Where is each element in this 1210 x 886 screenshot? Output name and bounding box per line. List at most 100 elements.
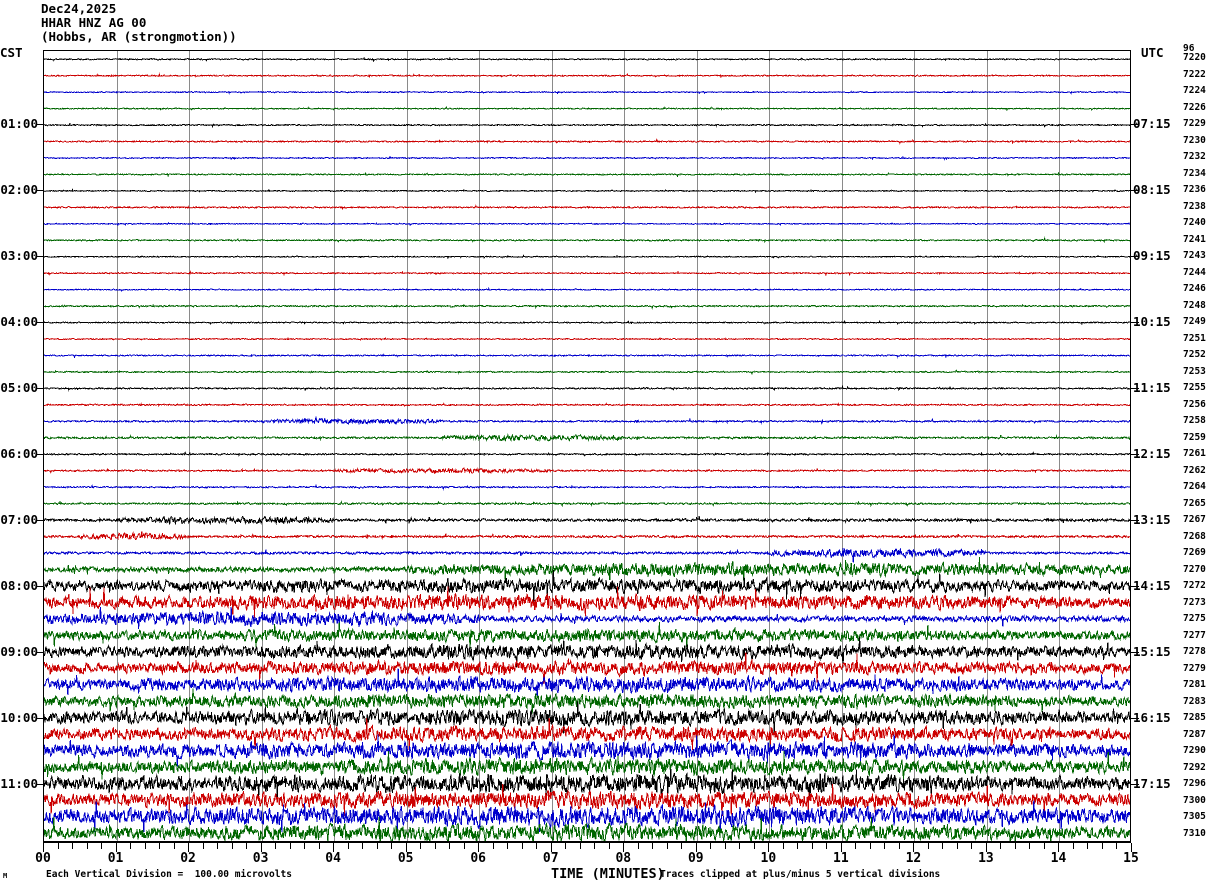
x-axis-minor-tick (536, 843, 537, 849)
seismic-trace (44, 319, 1130, 326)
seismic-trace (44, 467, 1130, 475)
scale-number: 7258 (1183, 415, 1206, 427)
x-axis-tick-label: 03 (252, 851, 269, 866)
seismic-trace (44, 433, 1130, 443)
header-station: HHAR HNZ AG 00 (41, 15, 147, 30)
left-time-label: 01:00 (0, 116, 38, 132)
x-axis-minor-tick (971, 843, 972, 849)
seismic-trace (44, 89, 1130, 95)
x-axis-minor-tick (580, 843, 581, 849)
seismic-trace (44, 451, 1130, 457)
left-axis-tick (36, 586, 44, 587)
scale-number: 7268 (1183, 530, 1206, 542)
x-axis-major-tick (696, 843, 697, 852)
x-axis-major-tick (841, 843, 842, 852)
left-axis-tick (36, 322, 44, 323)
scale-number: 7232 (1183, 151, 1206, 163)
x-axis-minor-tick (609, 843, 610, 849)
x-axis-minor-tick (203, 843, 204, 849)
seismic-trace (44, 483, 1130, 491)
seismic-trace (44, 751, 1130, 783)
scale-number: 7300 (1183, 794, 1206, 806)
scale-number: 7255 (1183, 382, 1206, 394)
x-axis-title: TIME (MINUTES) (551, 866, 665, 882)
x-axis-minor-tick (1015, 843, 1016, 849)
right-axis-tick (1131, 454, 1139, 455)
x-axis-minor-tick (507, 843, 508, 849)
x-axis-minor-tick (928, 843, 929, 849)
x-axis-minor-tick (348, 843, 349, 849)
scale-number: 7277 (1183, 629, 1206, 641)
x-axis-major-tick (768, 843, 769, 852)
seismic-trace (44, 688, 1130, 715)
x-axis (43, 842, 1132, 852)
x-axis-minor-tick (884, 843, 885, 849)
seismic-trace (44, 270, 1130, 277)
x-axis-minor-tick (145, 843, 146, 849)
left-time-label: 04:00 (0, 314, 38, 330)
scale-number: 7305 (1183, 811, 1206, 823)
x-axis-minor-tick (638, 843, 639, 849)
x-axis-minor-tick (1044, 843, 1045, 849)
header-date: Dec24,2025 (41, 1, 117, 16)
x-axis-minor-tick (435, 843, 436, 849)
scale-number: 7244 (1183, 266, 1206, 278)
x-axis-major-tick (551, 843, 552, 852)
x-axis-minor-tick (1116, 843, 1117, 849)
x-axis-minor-tick (1000, 843, 1001, 849)
scale-number: 7261 (1183, 448, 1206, 460)
x-axis-minor-tick (942, 843, 943, 849)
scale-number: 7248 (1183, 299, 1206, 311)
x-axis-tick-label: 05 (397, 851, 414, 866)
scale-number: 7290 (1183, 745, 1206, 757)
x-axis-minor-tick (377, 843, 378, 849)
x-axis-minor-tick (522, 843, 523, 849)
left-time-label: 05:00 (0, 380, 38, 396)
x-axis-minor-tick (101, 843, 102, 849)
vertical-division-note: Each Vertical Division = 100.00 microvol… (46, 869, 292, 880)
scale-number: 7278 (1183, 646, 1206, 658)
left-axis-tick (36, 256, 44, 257)
scale-number: 7240 (1183, 217, 1206, 229)
scale-number: 7252 (1183, 349, 1206, 361)
seismic-trace (44, 531, 1130, 541)
x-axis-minor-tick (217, 843, 218, 849)
vertical-gridline (624, 51, 625, 841)
header-location: (Hobbs, AR (strongmotion)) (41, 29, 237, 44)
scale-number: 7265 (1183, 497, 1206, 509)
right-time-label: 09:15 (1133, 248, 1171, 264)
x-axis-tick-label: 10 (760, 851, 777, 866)
scale-number: 7259 (1183, 431, 1206, 443)
right-axis-tick (1131, 322, 1139, 323)
vertical-gridline (914, 51, 915, 841)
right-time-label: 17:15 (1133, 776, 1171, 792)
seismic-trace (44, 668, 1130, 698)
chart-header: Dec24,2025 HHAR HNZ AG 00 (Hobbs, AR (st… (41, 2, 237, 44)
clip-note: Traces clipped at plus/minus 5 vertical … (660, 869, 941, 880)
scale-number: 7267 (1183, 514, 1206, 526)
scale-number: 7234 (1183, 167, 1206, 179)
scale-top-overlay: 96 (1183, 43, 1195, 54)
seismic-trace (44, 384, 1130, 392)
x-axis-minor-tick (1102, 843, 1103, 849)
seismic-trace (44, 606, 1130, 629)
right-time-label: 15:15 (1133, 644, 1171, 660)
x-axis-tick-label: 07 (542, 851, 559, 866)
x-axis-minor-tick (667, 843, 668, 849)
right-axis-tick (1131, 718, 1139, 719)
x-axis-minor-tick (319, 843, 320, 849)
right-axis-tick (1131, 190, 1139, 191)
scale-number: 7272 (1183, 580, 1206, 592)
x-axis-line (43, 842, 1131, 843)
left-axis-tick (36, 124, 44, 125)
right-axis-tick (1131, 586, 1139, 587)
vertical-gridline (479, 51, 480, 841)
scale-number: 7224 (1183, 85, 1206, 97)
scale-number: 7279 (1183, 662, 1206, 674)
scale-number: 7296 (1183, 778, 1206, 790)
left-time-label: 10:00 (0, 710, 38, 726)
x-axis-major-tick (188, 843, 189, 852)
x-axis-minor-tick (130, 843, 131, 849)
scale-number: 7287 (1183, 728, 1206, 740)
scale-number: 7292 (1183, 761, 1206, 773)
